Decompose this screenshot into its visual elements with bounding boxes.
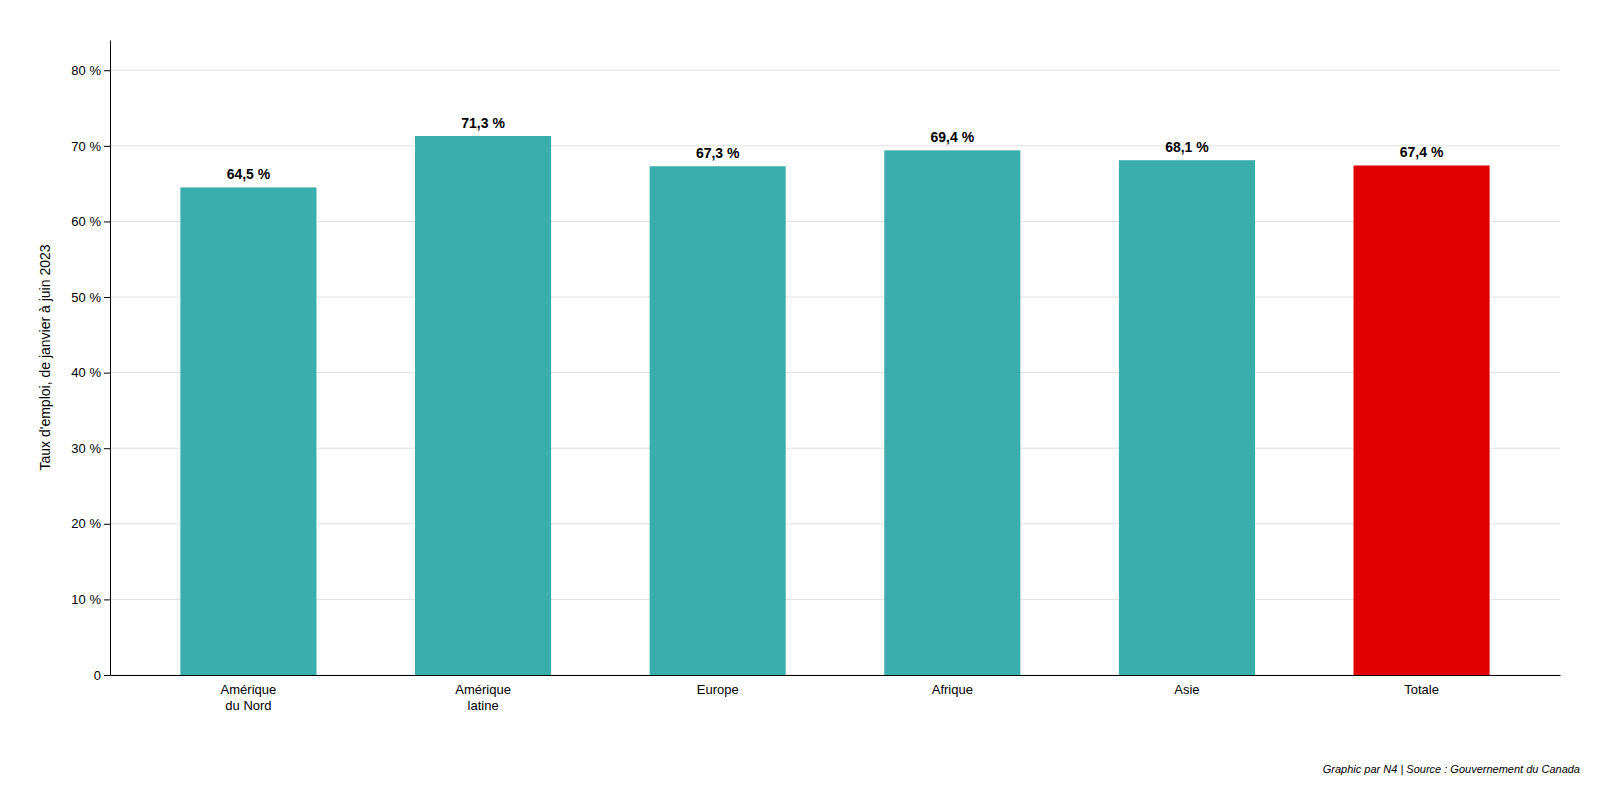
x-tick: Asie bbox=[1174, 682, 1199, 697]
y-tick-label: 0 bbox=[94, 668, 101, 683]
y-tick-mark bbox=[104, 221, 110, 222]
bar bbox=[180, 187, 316, 675]
x-tick-label: Amériquedu Nord bbox=[221, 682, 277, 713]
bar bbox=[1119, 160, 1255, 675]
data-label: 68,1 % bbox=[1165, 139, 1209, 155]
x-tick-label: Europe bbox=[697, 682, 739, 697]
x-tick: Europe bbox=[697, 682, 739, 697]
plot: 64,5 % 71,3 % 67,3 % 69,4 % 68,1 % 67,4 % 0 10 … bbox=[71, 41, 1560, 713]
y-tick-mark bbox=[104, 675, 110, 676]
data-label: 67,4 % bbox=[1400, 144, 1444, 160]
x-tick-label: Asie bbox=[1174, 682, 1199, 697]
x-tick-label-line: du Nord bbox=[225, 698, 271, 713]
y-tick: 30 % bbox=[71, 441, 110, 456]
y-tick-mark bbox=[104, 448, 110, 449]
data-labels: 64,5 % 71,3 % 67,3 % 69,4 % 68,1 % 67,4 % bbox=[227, 115, 1444, 182]
x-tick-label-line: Amérique bbox=[221, 682, 277, 697]
y-tick-mark bbox=[104, 373, 110, 374]
data-label: 71,3 % bbox=[461, 115, 505, 131]
grid-line bbox=[110, 70, 1560, 71]
y-tick-label: 60 % bbox=[71, 214, 101, 229]
x-tick-label-line: Afrique bbox=[932, 682, 973, 697]
y-tick-label: 50 % bbox=[71, 290, 101, 305]
chart: 64,5 % 71,3 % 67,3 % 69,4 % 68,1 % 67,4 % 0 10 … bbox=[0, 0, 1600, 785]
grid-line bbox=[110, 145, 1560, 146]
grid-line bbox=[110, 297, 1560, 298]
y-axis: 0 10 % 20 % 30 % 40 % 50 % 60 % 70 % 80 % bbox=[71, 41, 110, 683]
y-tick-mark bbox=[104, 524, 110, 525]
y-tick: 20 % bbox=[71, 516, 110, 531]
x-tick-label-line: Asie bbox=[1174, 682, 1199, 697]
x-tick: Amériquedu Nord bbox=[221, 682, 277, 713]
y-tick-label: 10 % bbox=[71, 592, 101, 607]
bar bbox=[884, 150, 1020, 675]
footer: Graphic par N4 | Source : Gouvernement d… bbox=[1323, 763, 1580, 775]
x-tick-label-line: Europe bbox=[697, 682, 739, 697]
grid-line bbox=[110, 448, 1560, 449]
x-tick: Totale bbox=[1404, 682, 1439, 697]
y-tick-label: 20 % bbox=[71, 516, 101, 531]
y-axis-title: Taux d'emploi, de janvier à juin 2023 bbox=[37, 244, 53, 470]
y-tick-mark bbox=[104, 146, 110, 147]
y-tick: 80 % bbox=[71, 63, 110, 78]
x-tick-label: Afrique bbox=[932, 682, 973, 697]
y-tick: 0 bbox=[94, 668, 110, 683]
bar bbox=[650, 166, 786, 675]
x-axis: Amériquedu NordAmériquelatineEuropeAfriq… bbox=[111, 676, 1561, 713]
y-tick-label: 30 % bbox=[71, 441, 101, 456]
y-tick: 40 % bbox=[71, 365, 110, 380]
grid-line bbox=[110, 221, 1560, 222]
data-label: 67,3 % bbox=[696, 145, 740, 161]
y-tick: 10 % bbox=[71, 592, 110, 607]
y-tick: 60 % bbox=[71, 214, 110, 229]
y-tick-label: 40 % bbox=[71, 365, 101, 380]
y-axis-line bbox=[110, 41, 111, 676]
y-tick: 50 % bbox=[71, 290, 110, 305]
grid-line bbox=[110, 523, 1560, 524]
bar bbox=[1354, 165, 1490, 675]
data-label: 64,5 % bbox=[227, 166, 271, 182]
x-tick-label: Amériquelatine bbox=[455, 682, 511, 713]
grid-line bbox=[110, 372, 1560, 373]
y-tick-mark bbox=[104, 297, 110, 298]
y-tick-label: 80 % bbox=[71, 63, 101, 78]
x-tick-label-line: Amérique bbox=[455, 682, 511, 697]
x-tick: Afrique bbox=[932, 682, 973, 697]
y-tick-label: 70 % bbox=[71, 138, 101, 153]
x-tick-label-line: latine bbox=[468, 698, 499, 713]
x-tick: Amériquelatine bbox=[455, 682, 511, 713]
bars bbox=[180, 136, 1489, 675]
x-tick-label: Totale bbox=[1404, 682, 1439, 697]
data-label: 69,4 % bbox=[931, 129, 975, 145]
bar bbox=[415, 136, 551, 675]
y-tick-mark bbox=[104, 599, 110, 600]
x-tick-label-line: Totale bbox=[1404, 682, 1439, 697]
x-axis-line bbox=[111, 675, 1561, 676]
y-tick-mark bbox=[104, 70, 110, 71]
y-tick: 70 % bbox=[71, 138, 110, 153]
grid-line bbox=[110, 675, 1560, 676]
grid bbox=[110, 70, 1560, 675]
grid-line bbox=[110, 599, 1560, 600]
